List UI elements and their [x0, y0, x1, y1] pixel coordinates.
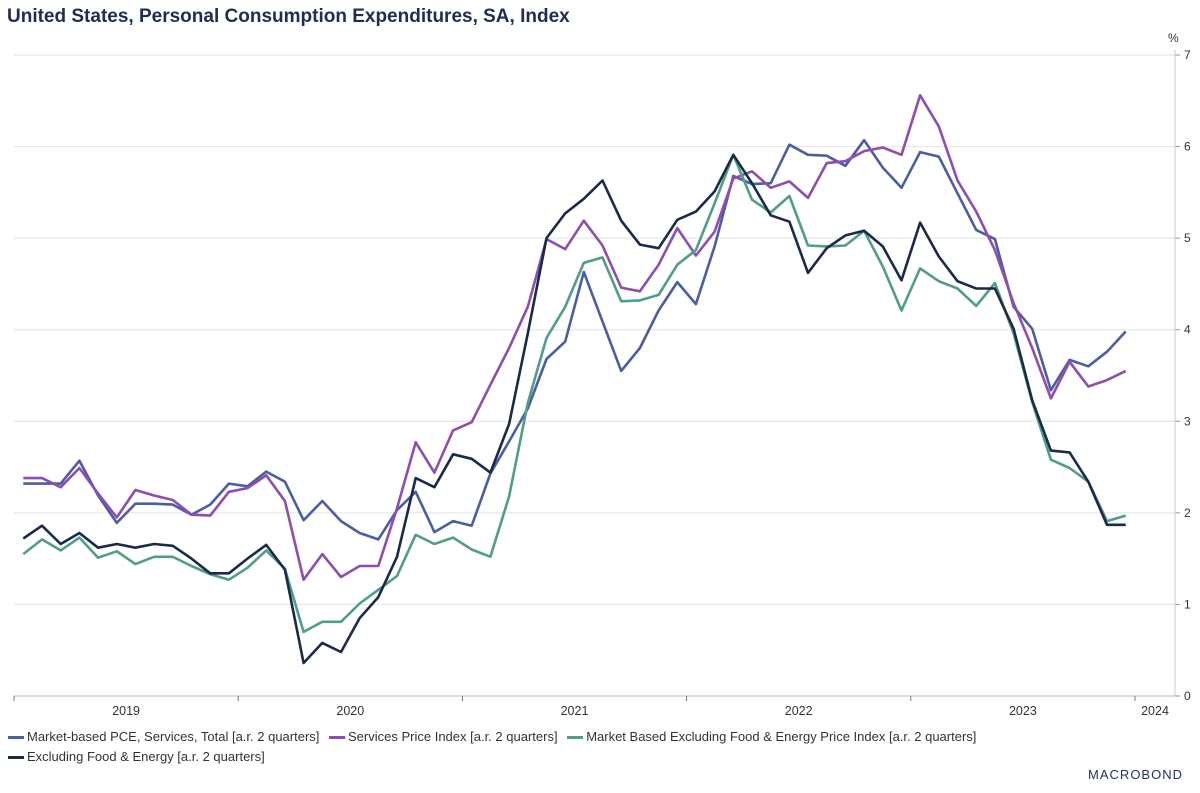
y-tick-label: 2 — [1184, 506, 1191, 520]
x-tick-label: 2021 — [561, 704, 589, 718]
legend-label: Market-based PCE, Services, Total [a.r. … — [27, 729, 320, 744]
x-tick-label: 2020 — [336, 704, 364, 718]
legend-item: Services Price Index [a.r. 2 quarters] — [329, 727, 558, 747]
x-tick-label: 2019 — [112, 704, 140, 718]
macrobond-logo: MACROBOND — [1088, 767, 1183, 782]
chart-title: United States, Personal Consumption Expe… — [7, 6, 570, 27]
series-line-2 — [23, 94, 1127, 582]
legend-item: Market Based Excluding Food & Energy Pri… — [567, 727, 976, 747]
y-tick-label: 0 — [1184, 689, 1191, 703]
series-line-4 — [22, 153, 1126, 665]
series-line-3 — [22, 153, 1127, 634]
legend-swatch — [329, 736, 346, 740]
y-tick-label: 6 — [1184, 140, 1191, 154]
x-tick-label: 2023 — [1009, 704, 1037, 718]
legend-swatch — [567, 736, 584, 740]
y-tick-label: 3 — [1184, 414, 1191, 428]
legend-label: Excluding Food & Energy [a.r. 2 quarters… — [27, 749, 265, 764]
x-tick-label: 2024 — [1141, 704, 1169, 718]
legend-label: Services Price Index [a.r. 2 quarters] — [348, 729, 558, 744]
y-tick-label: 7 — [1184, 48, 1191, 62]
legend-item: Excluding Food & Energy [a.r. 2 quarters… — [8, 747, 265, 767]
legend-swatch — [8, 756, 24, 760]
x-tick-label: 2022 — [785, 704, 813, 718]
y-tick-label: 1 — [1184, 597, 1191, 611]
legend-label: Market Based Excluding Food & Energy Pri… — [586, 729, 977, 744]
series-line-1 — [23, 138, 1127, 541]
legend-swatch — [8, 736, 24, 740]
legend-item: Market-based PCE, Services, Total [a.r. … — [8, 727, 319, 747]
y-tick-label: 5 — [1184, 231, 1191, 245]
y-tick-label: 4 — [1184, 323, 1191, 337]
y-axis-unit: % — [1168, 31, 1179, 45]
legend: Market-based PCE, Services, Total [a.r. … — [8, 727, 1008, 767]
